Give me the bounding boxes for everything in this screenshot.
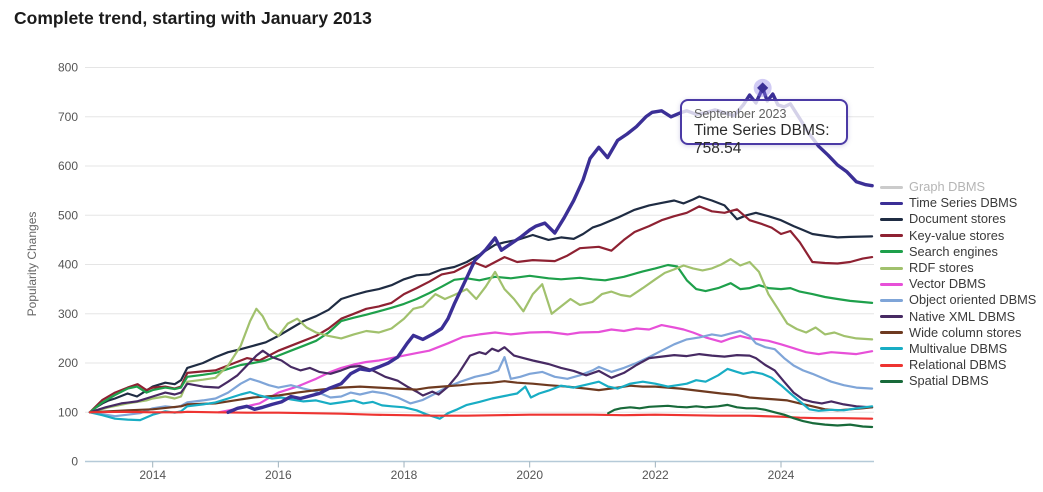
series-line-key-value-stores [88,205,874,414]
legend-swatch [880,298,903,302]
legend-label: RDF stores [909,259,974,275]
legend-item-object-oriented-dbms[interactable]: Object oriented DBMS [880,292,1036,308]
legend-swatch [880,347,903,351]
y-tick-label: 800 [58,61,78,75]
legend-label: Wide column stores [909,324,1022,340]
legend-label: Object oriented DBMS [909,292,1037,308]
y-tick-label: 200 [58,356,78,370]
legend-swatch [880,331,903,335]
y-tick-label: 600 [58,159,78,173]
series-line-document-stores [88,195,874,414]
legend-item-graph-dbms[interactable]: Graph DBMS [880,179,1036,195]
legend-swatch [880,217,903,221]
legend-swatch [880,234,903,238]
legend-label: Spatial DBMS [909,373,989,389]
series-line-relational-dbms [88,410,874,420]
series-line-native-xml-dbms [88,346,874,414]
legend-label: Graph DBMS [909,179,986,194]
legend-label: Key-value stores [909,227,1005,243]
tooltip-value: Time Series DBMS: 758.54 [694,122,830,157]
legend-label: Relational DBMS [909,357,1007,373]
y-tick-label: 400 [58,258,78,272]
series-line-object-oriented-dbms [88,329,874,418]
series-line-time-series-dbms [226,86,874,414]
legend-swatch [880,185,903,189]
series-line-wide-column-stores [88,380,874,414]
legend-swatch [880,379,903,383]
legend-item-wide-column-stores[interactable]: Wide column stores [880,325,1036,341]
y-tick-label: 0 [71,455,78,469]
highlight-marker-diamond [757,82,769,94]
legend-item-rdf-stores[interactable]: RDF stores [880,260,1036,276]
legend-label: Vector DBMS [909,276,986,292]
x-tick-label: 2020 [516,468,543,482]
legend-swatch [880,363,903,367]
series-line-rdf-stores [88,258,874,414]
legend-item-relational-dbms[interactable]: Relational DBMS [880,357,1036,373]
y-tick-label: 100 [58,405,78,419]
x-tick-label: 2016 [265,468,292,482]
x-tick-label: 2024 [768,468,795,482]
legend-swatch [880,282,903,286]
chart-legend: Graph DBMS Time Series DBMS Document store… [880,179,1036,389]
legend-item-time-series-dbms[interactable]: Time Series DBMS [880,195,1036,211]
legend-item-vector-dbms[interactable]: Vector DBMS [880,276,1036,292]
x-tick-label: 2018 [391,468,418,482]
y-tick-label: 700 [58,110,78,124]
legend-item-search-engines[interactable]: Search engines [880,244,1036,260]
tooltip-date: September 2023 [694,107,787,121]
legend-label: Multivalue DBMS [909,340,1008,356]
series-line-search-engines [88,263,874,414]
legend-label: Time Series DBMS [909,195,1018,211]
legend-swatch [880,266,903,270]
legend-item-document-stores[interactable]: Document stores [880,211,1036,227]
series-line-spatial-dbms [607,403,874,429]
legend-label: Search engines [909,243,998,259]
chart-tooltip: September 2023 Time Series DBMS: 758.54 [680,99,848,157]
series-line-vector-dbms [217,324,874,414]
legend-label: Document stores [909,211,1006,227]
legend-label: Native XML DBMS [909,308,1016,324]
legend-item-key-value-stores[interactable]: Key-value stores [880,228,1036,244]
x-tick-label: 2022 [642,468,669,482]
legend-item-native-xml-dbms[interactable]: Native XML DBMS [880,309,1036,325]
legend-swatch [880,201,903,205]
y-axis-title: Popularity Changes [25,212,39,317]
legend-item-multivalue-dbms[interactable]: Multivalue DBMS [880,341,1036,357]
x-tick-label: 2014 [139,468,166,482]
legend-item-spatial-dbms[interactable]: Spatial DBMS [880,373,1036,389]
legend-swatch [880,315,903,319]
y-tick-label: 300 [58,307,78,321]
y-tick-label: 500 [58,208,78,222]
legend-swatch [880,250,903,254]
series-line-multivalue-dbms [88,367,874,422]
chart-title: Complete trend, starting with January 20… [14,8,372,28]
